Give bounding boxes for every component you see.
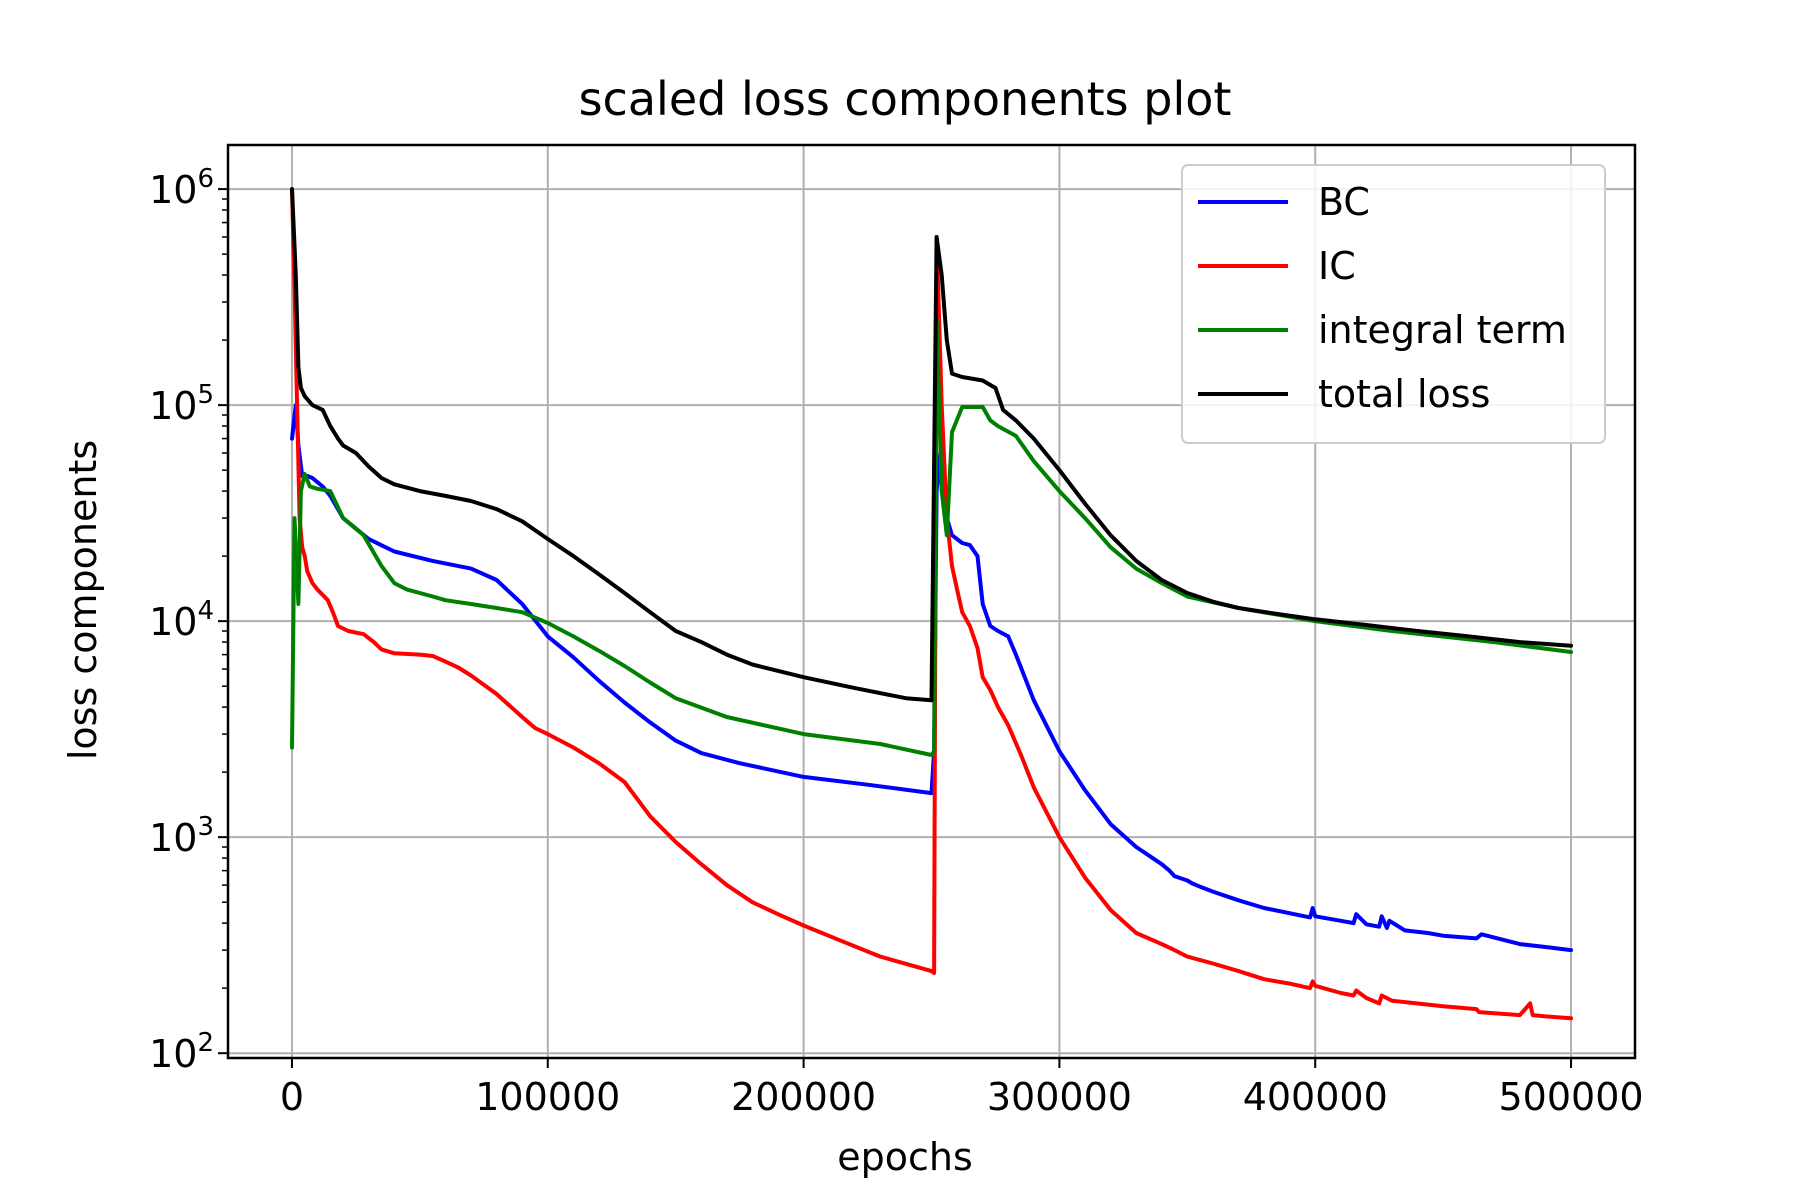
x-tick-label: 500000 xyxy=(1499,1075,1644,1119)
y-tick-label: 104 xyxy=(149,596,214,644)
series-layer xyxy=(290,187,1573,1021)
legend-label: integral term xyxy=(1318,308,1567,352)
legend-label: BC xyxy=(1318,180,1370,224)
legend-box xyxy=(1181,164,1606,444)
y-axis-label: loss components xyxy=(61,440,105,760)
x-tick-label: 300000 xyxy=(987,1075,1132,1119)
legend-label: IC xyxy=(1318,244,1356,288)
x-tick-label: 200000 xyxy=(731,1075,876,1119)
legend: BC IC integral term total loss xyxy=(1181,164,1606,444)
series-line-ic xyxy=(290,187,1573,1021)
x-tick-label: 100000 xyxy=(475,1075,620,1119)
chart-title: scaled loss components plot xyxy=(579,72,1232,126)
y-tick-label: 102 xyxy=(149,1028,214,1076)
x-tick-label: 400000 xyxy=(1243,1075,1388,1119)
series-line-total-loss xyxy=(290,187,1573,703)
series-line-bc xyxy=(290,403,1573,953)
plot-area-frame xyxy=(226,143,1637,1060)
x-tick-label: 0 xyxy=(280,1075,304,1119)
y-axis: 102 103 104 105 106 xyxy=(149,164,228,1076)
x-axis: 0 100000 200000 300000 400000 500000 xyxy=(280,1058,1644,1119)
x-axis-label: epochs xyxy=(837,1135,973,1179)
legend-label: total loss xyxy=(1318,372,1490,416)
y-tick-label: 103 xyxy=(149,812,214,860)
y-tick-label: 105 xyxy=(149,380,214,428)
series-line-integral-term xyxy=(290,317,1573,757)
y-tick-label: 106 xyxy=(149,164,214,212)
